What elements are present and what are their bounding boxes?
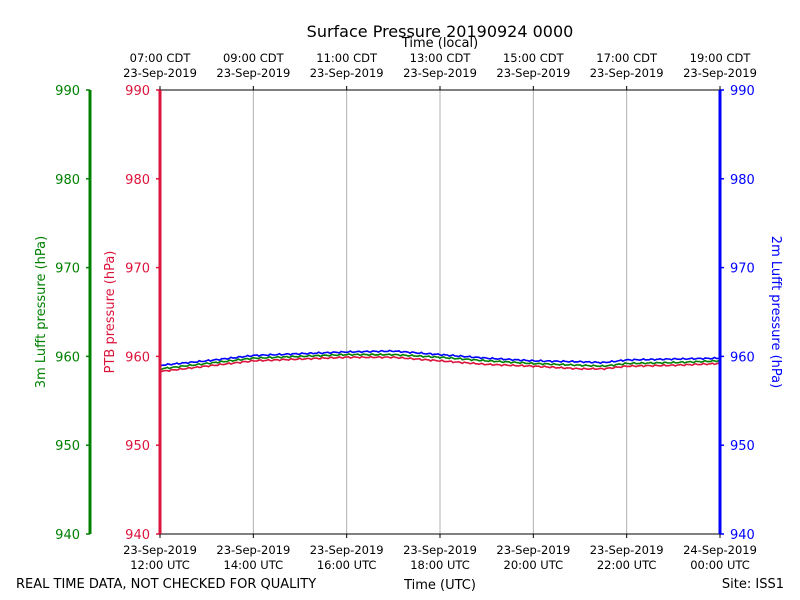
y-axis-label-lufft3m: 3m Lufft pressure (hPa) [34, 236, 49, 388]
chart-title: Surface Pressure 20190924 0000 [307, 22, 574, 41]
x-tick-label-utc-date: 23-Sep-2019 [123, 543, 197, 557]
lufft3m-tick-label: 950 [55, 439, 80, 454]
lufft2m-tick-label: 940 [730, 528, 755, 543]
lufft2m-tick-label: 990 [730, 84, 755, 99]
x-tick-label-local-time: 13:00 CDT [410, 51, 472, 65]
y-axis-label-ptb: PTB pressure (hPa) [103, 251, 118, 374]
x-tick-label-utc-date: 23-Sep-2019 [310, 543, 384, 557]
ptb-tick-label: 970 [125, 262, 150, 277]
x-tick-label-utc-date: 24-Sep-2019 [683, 543, 757, 557]
series-line-lufft2m [159, 349, 721, 367]
lufft2m-tick-label: 960 [730, 350, 755, 365]
x-tick-label-local-time: 17:00 CDT [596, 51, 658, 65]
ptb-tick-label: 950 [125, 439, 150, 454]
y-axis-label-lufft2m: 2m Lufft pressure (hPa) [768, 236, 783, 388]
x-tick-label-utc-date: 23-Sep-2019 [590, 543, 664, 557]
x-tick-label-local-time: 09:00 CDT [223, 51, 285, 65]
x-tick-label-local-date: 23-Sep-2019 [496, 66, 570, 80]
x-tick-label-local-date: 23-Sep-2019 [216, 66, 290, 80]
lufft3m-tick-label: 990 [55, 84, 80, 99]
x-tick-label-local-date: 23-Sep-2019 [123, 66, 197, 80]
top-axis-label: Time (local) [401, 36, 478, 51]
lufft2m-tick-label: 970 [730, 262, 755, 277]
x-tick-label-utc-date: 23-Sep-2019 [216, 543, 290, 557]
ptb-tick-label: 960 [125, 350, 150, 365]
lufft3m-tick-label: 960 [55, 350, 80, 365]
x-tick-label-utc-date: 23-Sep-2019 [403, 543, 477, 557]
x-tick-label-utc-time: 16:00 UTC [317, 558, 377, 572]
x-tick-label-local-time: 15:00 CDT [503, 51, 565, 65]
x-tick-label-utc-time: 22:00 UTC [597, 558, 657, 572]
ptb-tick-label: 990 [125, 84, 150, 99]
x-tick-label-local-date: 23-Sep-2019 [590, 66, 664, 80]
lufft2m-tick-label: 980 [730, 173, 755, 188]
lufft3m-tick-label: 940 [55, 528, 80, 543]
x-tick-label-utc-time: 18:00 UTC [410, 558, 470, 572]
bottom-axis-label: Time (UTC) [403, 578, 476, 593]
x-tick-label-local-date: 23-Sep-2019 [683, 66, 757, 80]
x-tick-label-utc-time: 12:00 UTC [130, 558, 190, 572]
quality-disclaimer: REAL TIME DATA, NOT CHECKED FOR QUALITY [16, 577, 316, 592]
ptb-tick-label: 980 [125, 173, 150, 188]
lufft3m-tick-label: 970 [55, 262, 80, 277]
series-line-lufft3m [159, 352, 721, 371]
x-tick-label-utc-time: 20:00 UTC [504, 558, 564, 572]
x-tick-label-local-time: 19:00 CDT [690, 51, 752, 65]
x-tick-label-local-date: 23-Sep-2019 [310, 66, 384, 80]
ptb-tick-label: 940 [125, 528, 150, 543]
x-tick-label-utc-time: 14:00 UTC [224, 558, 284, 572]
series-line-ptb [159, 355, 720, 374]
lufft3m-tick-label: 980 [55, 173, 80, 188]
site-label: Site: ISS1 [722, 577, 784, 592]
x-tick-label-local-date: 23-Sep-2019 [403, 66, 477, 80]
x-tick-label-local-time: 07:00 CDT [130, 51, 192, 65]
x-tick-label-local-time: 11:00 CDT [316, 51, 378, 65]
x-tick-label-utc-date: 23-Sep-2019 [496, 543, 570, 557]
lufft2m-tick-label: 950 [730, 439, 755, 454]
x-tick-label-utc-time: 00:00 UTC [690, 558, 750, 572]
